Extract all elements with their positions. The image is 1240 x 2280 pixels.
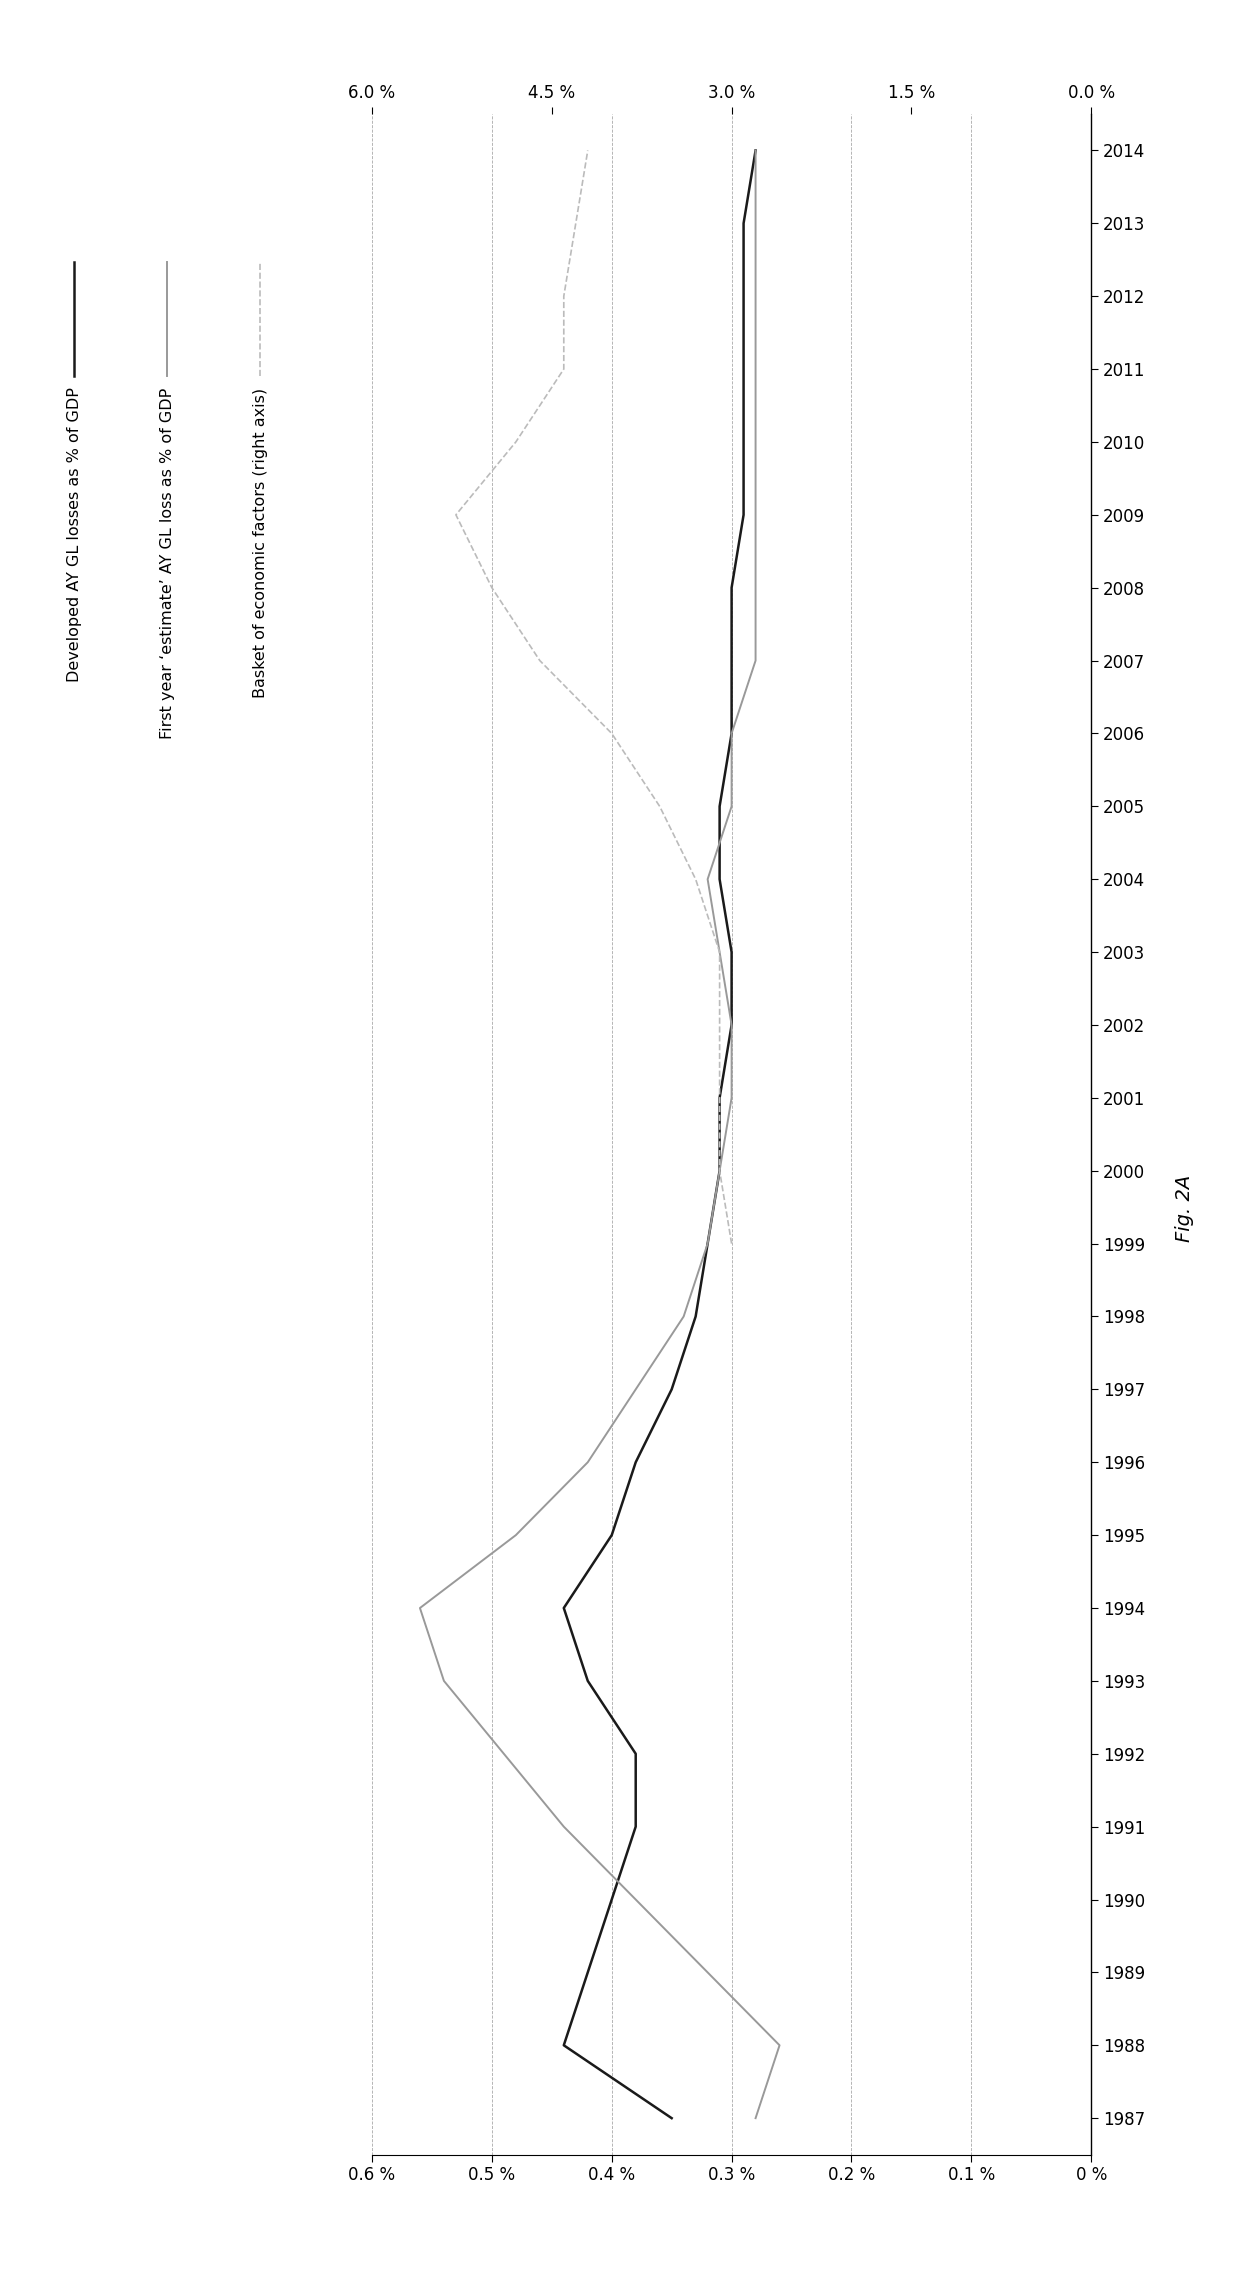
Text: First year ‘estimate’ AY GL loss as % of GDP: First year ‘estimate’ AY GL loss as % of… [160,388,175,739]
Text: Developed AY GL losses as % of GDP: Developed AY GL losses as % of GDP [67,388,82,682]
Text: Fig. 2A: Fig. 2A [1174,1174,1194,1243]
Text: Basket of economic factors (right axis): Basket of economic factors (right axis) [253,388,268,698]
